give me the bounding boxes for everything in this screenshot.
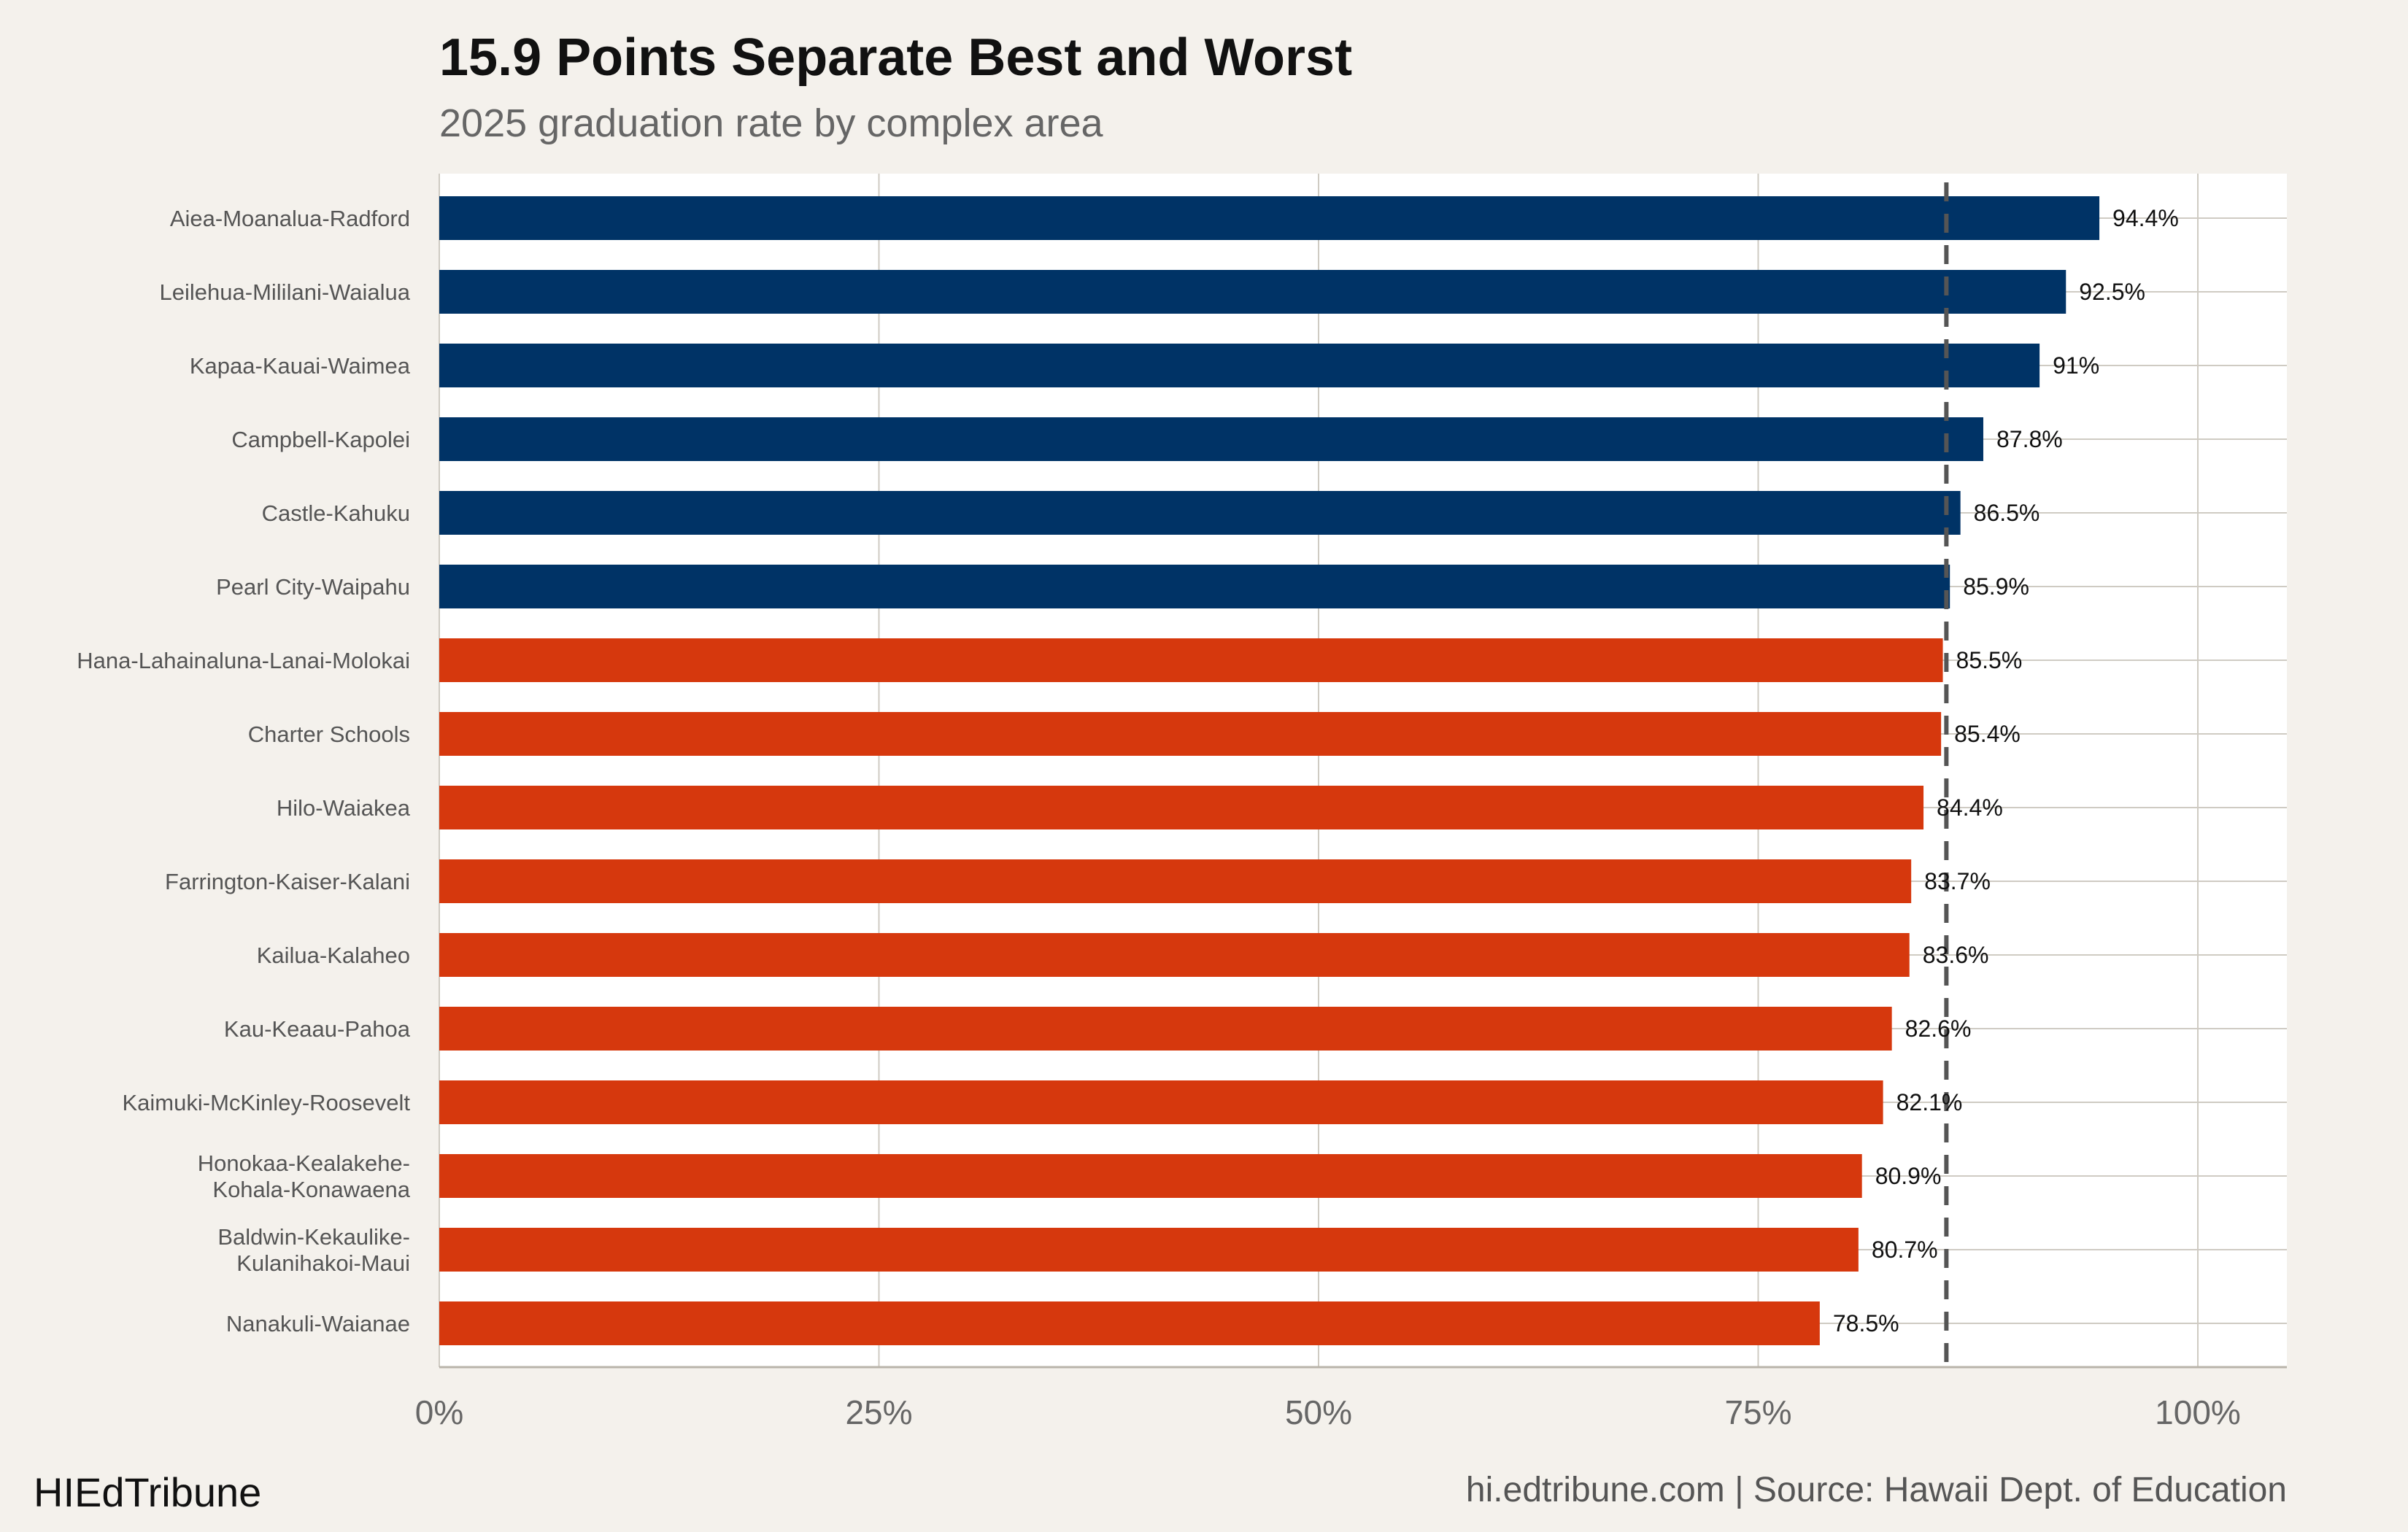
data-label: 82.6% <box>1905 1015 1972 1042</box>
x-tick-label: 50% <box>1285 1393 1352 1431</box>
data-label: 85.5% <box>1956 647 2023 673</box>
bar <box>439 1301 1820 1345</box>
brand-logo-text: HIEdTribune <box>34 1469 262 1515</box>
chart-title: 15.9 Points Separate Best and Worst <box>439 28 1353 87</box>
data-label: 80.9% <box>1875 1163 1942 1189</box>
data-label: 85.9% <box>1963 573 2029 600</box>
category-label: Kau-Keaau-Pahoa <box>224 1016 411 1042</box>
bar <box>439 1007 1892 1051</box>
x-tick-label: 100% <box>2155 1393 2241 1431</box>
data-label: 82.1% <box>1896 1089 1963 1115</box>
x-tick-label: 75% <box>1724 1393 1791 1431</box>
category-label: Nanakuli-Waianae <box>226 1311 410 1336</box>
bar <box>439 1080 1883 1124</box>
data-label: 78.5% <box>1833 1310 1899 1336</box>
bar <box>439 1154 1862 1198</box>
category-label: Hilo-Waiakea <box>277 795 411 821</box>
category-label: Honokaa-Kealakehe-Kohala-Konawaena <box>198 1150 411 1202</box>
category-label: Aiea-Moanalua-Radford <box>170 206 410 231</box>
data-label: 87.8% <box>1996 426 2063 452</box>
bar <box>439 786 1924 829</box>
bar <box>439 859 1912 903</box>
data-label: 91% <box>2053 352 2099 379</box>
category-label: Kapaa-Kauai-Waimea <box>190 353 411 379</box>
bar <box>439 417 1983 461</box>
category-label: Baldwin-Kekaulike-Kulanihakoi-Maui <box>217 1224 410 1276</box>
bar <box>439 712 1942 756</box>
data-label: 86.5% <box>1974 500 2040 526</box>
source-credit: hi.edtribune.com | Source: Hawaii Dept. … <box>1465 1471 2287 1509</box>
category-label: Kaimuki-McKinley-Roosevelt <box>122 1090 410 1115</box>
data-label: 94.4% <box>2112 205 2179 231</box>
category-label: Hana-Lahainaluna-Lanai-Molokai <box>77 648 410 673</box>
data-label: 84.4% <box>1937 794 2003 821</box>
data-label: 92.5% <box>2079 279 2145 305</box>
category-label: Charter Schools <box>248 721 410 747</box>
data-label: 80.7% <box>1872 1237 1938 1263</box>
data-label: 83.7% <box>1924 868 1991 894</box>
chart-subtitle: 2025 graduation rate by complex area <box>439 101 1103 145</box>
bar <box>439 565 1950 608</box>
category-label: Pearl City-Waipahu <box>216 574 410 600</box>
data-label: 85.4% <box>1954 721 2021 747</box>
bar <box>439 491 1961 535</box>
bar <box>439 638 1943 682</box>
category-label: Farrington-Kaiser-Kalani <box>165 869 410 894</box>
category-label: Castle-Kahuku <box>262 500 410 526</box>
x-tick-label: 0% <box>415 1393 463 1431</box>
data-label: 83.6% <box>1923 942 1989 968</box>
bar <box>439 196 2100 240</box>
bar <box>439 933 1910 977</box>
bar <box>439 270 2067 314</box>
bar <box>439 344 2040 387</box>
x-tick-label: 25% <box>845 1393 912 1431</box>
category-label: Leilehua-Mililani-Waialua <box>160 279 411 305</box>
bar <box>439 1228 1859 1272</box>
category-label: Campbell-Kapolei <box>231 427 410 452</box>
category-label: Kailua-Kalaheo <box>257 943 410 968</box>
